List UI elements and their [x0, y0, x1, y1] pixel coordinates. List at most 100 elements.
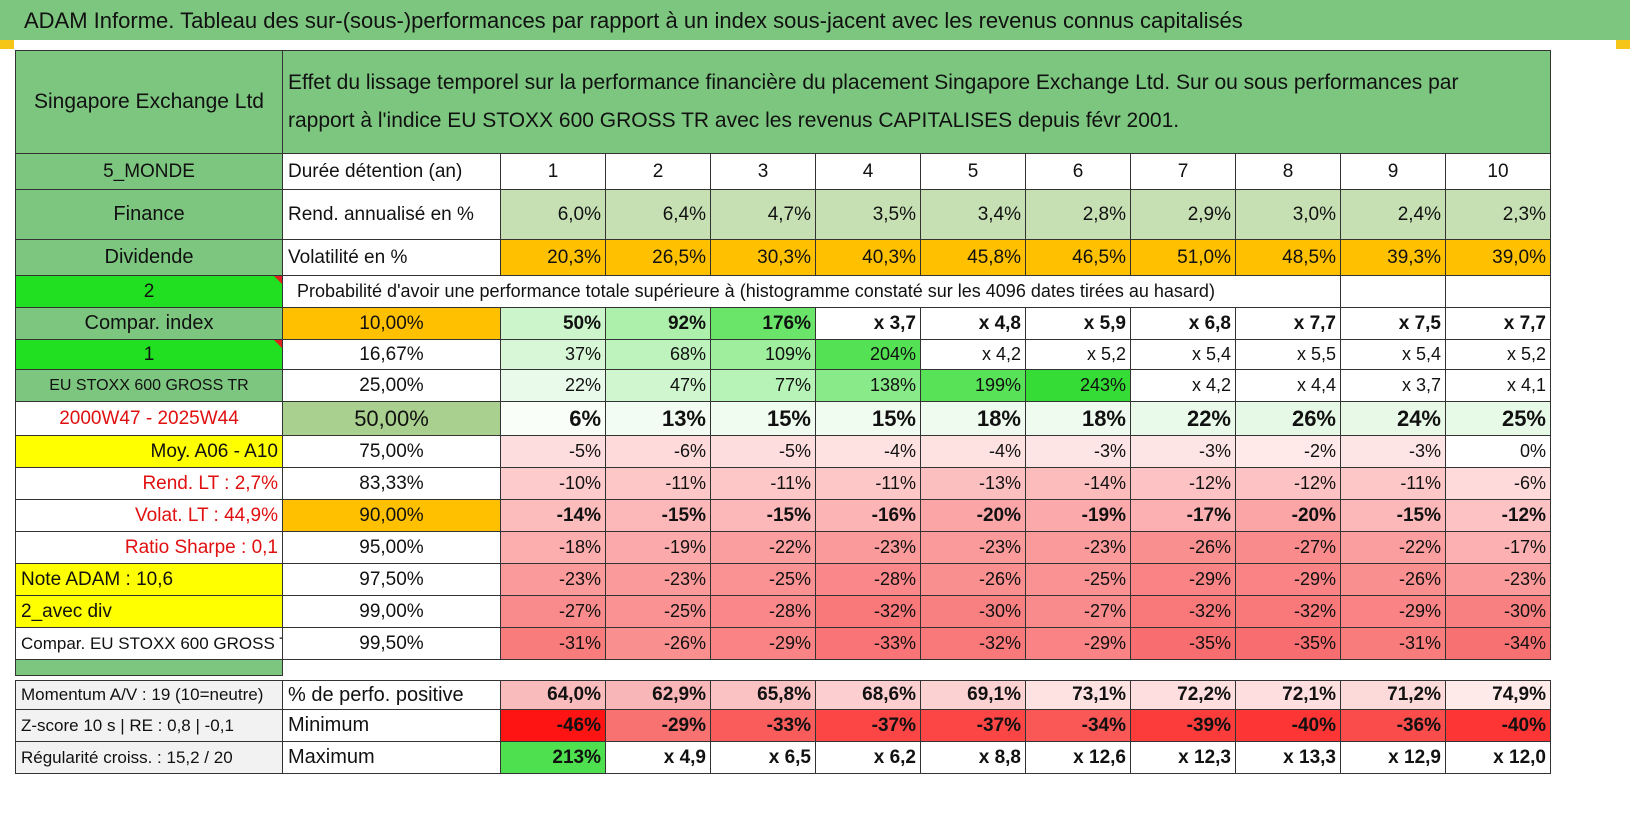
- corner-marker-left: [0, 40, 14, 49]
- performance-value: x 6,8: [1131, 308, 1236, 340]
- return-value: 3,4%: [921, 190, 1026, 240]
- return-value: 2,9%: [1131, 190, 1236, 240]
- performance-value: -14%: [501, 500, 606, 532]
- performance-value: -5%: [501, 436, 606, 468]
- performance-value: 18%: [1026, 402, 1131, 436]
- performance-value: -30%: [1446, 596, 1551, 628]
- summary-value: x 12,0: [1446, 742, 1551, 774]
- description-line: rapport à l'indice EU STOXX 600 GROSS TR…: [288, 109, 1180, 132]
- performance-value: 13%: [606, 402, 711, 436]
- performance-value: -4%: [816, 436, 921, 468]
- performance-value: -19%: [606, 532, 711, 564]
- performance-value: -35%: [1236, 628, 1341, 660]
- performance-value: -31%: [1341, 628, 1446, 660]
- performance-value: 138%: [816, 370, 921, 402]
- performance-value: 18%: [921, 402, 1026, 436]
- side-label: Ratio Sharpe : 0,1: [15, 532, 283, 564]
- performance-value: 204%: [816, 340, 921, 370]
- performance-value: -20%: [921, 500, 1026, 532]
- performance-value: 50%: [501, 308, 606, 340]
- performance-value: -27%: [1026, 596, 1131, 628]
- summary-value: x 12,9: [1341, 742, 1446, 774]
- summary-value: 62,9%: [606, 680, 711, 710]
- percentile-label: 97,50%: [283, 564, 501, 596]
- performance-value: x 4,1: [1446, 370, 1551, 402]
- performance-value: 68%: [606, 340, 711, 370]
- year-header: 1: [501, 154, 606, 190]
- side-label: Volat. LT : 44,9%: [15, 500, 283, 532]
- probability-caption: Probabilité d'avoir une performance tota…: [283, 276, 1341, 308]
- performance-value: -23%: [921, 532, 1026, 564]
- percentile-label: 99,00%: [283, 596, 501, 628]
- performance-value: -27%: [501, 596, 606, 628]
- return-value: 2,3%: [1446, 190, 1551, 240]
- performance-value: x 3,7: [816, 308, 921, 340]
- empty-cell: [1341, 276, 1446, 308]
- performance-value: -14%: [1026, 468, 1131, 500]
- title-bar: ADAM Informe. Tableau des sur-(sous-)per…: [0, 0, 1630, 40]
- percentile-label: 95,00%: [283, 532, 501, 564]
- performance-value: x 4,2: [921, 340, 1026, 370]
- performance-value: -13%: [921, 468, 1026, 500]
- performance-value: x 4,4: [1236, 370, 1341, 402]
- year-header: 5: [921, 154, 1026, 190]
- indicator-label: Régularité croiss. : 15,2 / 20: [15, 742, 283, 774]
- summary-value: 72,2%: [1131, 680, 1236, 710]
- summary-value: x 12,6: [1026, 742, 1131, 774]
- year-header: 9: [1341, 154, 1446, 190]
- performance-value: -26%: [1131, 532, 1236, 564]
- performance-value: -30%: [921, 596, 1026, 628]
- performance-value: 24%: [1341, 402, 1446, 436]
- performance-value: -32%: [1131, 596, 1236, 628]
- summary-value: x 8,8: [921, 742, 1026, 774]
- company-name: Singapore Exchange Ltd: [15, 50, 283, 154]
- performance-value: x 7,7: [1446, 308, 1551, 340]
- performance-value: -32%: [1236, 596, 1341, 628]
- performance-value: -28%: [816, 564, 921, 596]
- performance-value: -22%: [711, 532, 816, 564]
- performance-value: -16%: [816, 500, 921, 532]
- return-value: 3,5%: [816, 190, 921, 240]
- summary-value: -34%: [1026, 710, 1131, 742]
- performance-value: -29%: [1026, 628, 1131, 660]
- performance-value: -29%: [1131, 564, 1236, 596]
- performance-table: Singapore Exchange Ltd Effet du lissage t…: [15, 50, 1613, 815]
- performance-value: -29%: [1341, 596, 1446, 628]
- return-value: 3,0%: [1236, 190, 1341, 240]
- side-label: 2000W47 - 2025W44: [15, 402, 283, 436]
- performance-value: 15%: [816, 402, 921, 436]
- performance-value: 47%: [606, 370, 711, 402]
- performance-value: -32%: [816, 596, 921, 628]
- performance-value: -26%: [1341, 564, 1446, 596]
- percentile-label: 50,00%: [283, 402, 501, 436]
- performance-value: 92%: [606, 308, 711, 340]
- year-header: 8: [1236, 154, 1341, 190]
- side-label: 5_MONDE: [15, 154, 283, 190]
- empty-cell: [1446, 276, 1551, 308]
- performance-value: -3%: [1026, 436, 1131, 468]
- performance-value: 6%: [501, 402, 606, 436]
- summary-value: -40%: [1446, 710, 1551, 742]
- return-value: 2,4%: [1341, 190, 1446, 240]
- side-label: Compar. EU STOXX 600 GROSS TR: [15, 628, 283, 660]
- performance-value: -34%: [1446, 628, 1551, 660]
- report-title: ADAM Informe. Tableau des sur-(sous-)per…: [24, 8, 1243, 33]
- return-value: 6,4%: [606, 190, 711, 240]
- side-label: Note ADAM : 10,6: [15, 564, 283, 596]
- year-header: 4: [816, 154, 921, 190]
- volatility-value: 20,3%: [501, 240, 606, 276]
- performance-value: -11%: [711, 468, 816, 500]
- volatility-value: 48,5%: [1236, 240, 1341, 276]
- volatility-value: 30,3%: [711, 240, 816, 276]
- performance-value: 109%: [711, 340, 816, 370]
- summary-value: -33%: [711, 710, 816, 742]
- performance-value: 26%: [1236, 402, 1341, 436]
- row-label: Volatilité en %: [283, 240, 501, 276]
- performance-value: -23%: [816, 532, 921, 564]
- performance-value: -23%: [1446, 564, 1551, 596]
- percentile-label: 90,00%: [283, 500, 501, 532]
- performance-value: x 7,5: [1341, 308, 1446, 340]
- row-label: Maximum: [283, 742, 501, 774]
- summary-value: 213%: [501, 742, 606, 774]
- performance-value: 15%: [711, 402, 816, 436]
